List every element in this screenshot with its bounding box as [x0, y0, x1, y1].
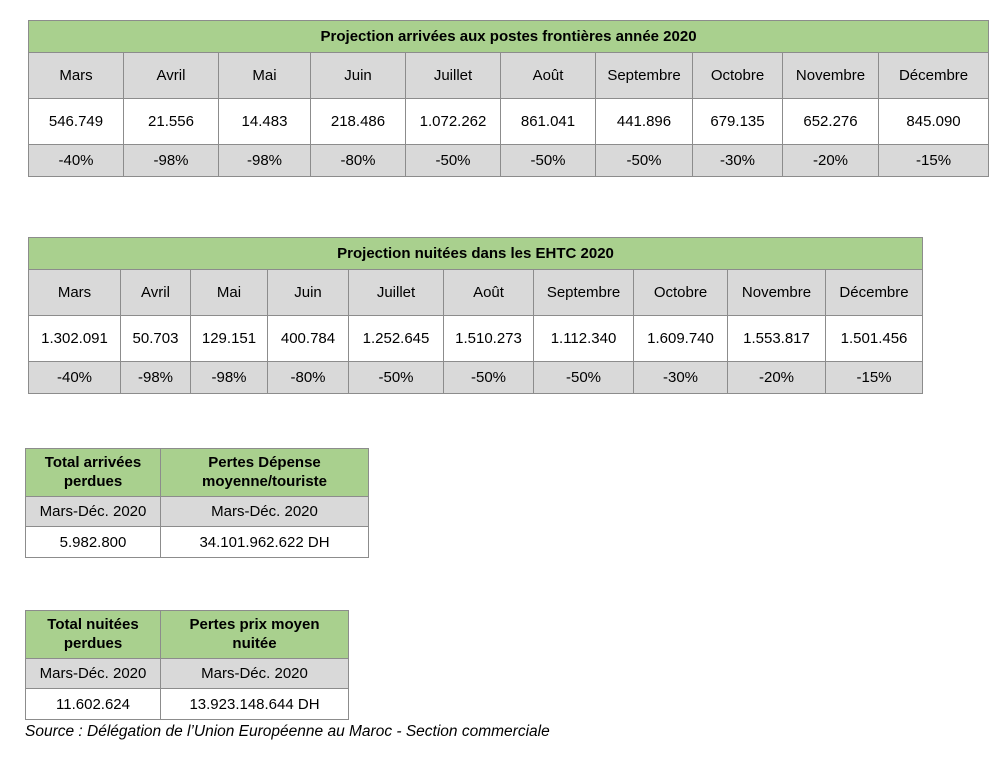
month-header-cell: Septembre — [533, 269, 634, 316]
percentage-cell: -30% — [692, 144, 783, 177]
summary-header-cell: Total arrivées perdues — [25, 448, 161, 497]
month-header-cell: Août — [443, 269, 534, 316]
period-cell: Mars-Déc. 2020 — [25, 658, 161, 689]
value-cell: 13.923.148.644 DH — [160, 688, 349, 720]
value-cell: 679.135 — [692, 98, 783, 145]
month-header-cell: Mars — [28, 52, 124, 99]
month-header-cell: Juillet — [405, 52, 501, 99]
summary-header-cell: Pertes prix moyen nuitée — [160, 610, 349, 659]
value-cell: 50.703 — [120, 315, 191, 362]
percentage-cell: -80% — [267, 361, 349, 394]
nights-table-title: Projection nuitées dans les EHTC 2020 — [27, 237, 924, 270]
period-cell: Mars-Déc. 2020 — [160, 496, 369, 527]
percentage-cell: -20% — [727, 361, 826, 394]
month-header-cell: Avril — [120, 269, 191, 316]
percentage-cell: -98% — [218, 144, 311, 177]
month-header-cell: Décembre — [824, 269, 924, 316]
percentage-cell: -50% — [443, 361, 534, 394]
value-cell: 441.896 — [595, 98, 693, 145]
value-cell: 1.112.340 — [533, 315, 634, 362]
value-cell: 5.982.800 — [25, 526, 161, 558]
month-header-cell: Octobre — [633, 269, 728, 316]
percentage-cell: -98% — [190, 361, 268, 394]
value-cell: 34.101.962.622 DH — [160, 526, 369, 558]
month-header-cell: Septembre — [595, 52, 693, 99]
month-header-cell: Novembre — [782, 52, 879, 99]
summary-header-cell: Total nuitées perdues — [25, 610, 161, 659]
percentage-cell: -15% — [877, 144, 990, 177]
value-cell: 218.486 — [310, 98, 406, 145]
value-cell: 845.090 — [877, 98, 990, 145]
percentage-cell: -50% — [405, 144, 501, 177]
month-header-cell: Novembre — [727, 269, 826, 316]
month-header-cell: Mars — [28, 269, 121, 316]
period-cell: Mars-Déc. 2020 — [25, 496, 161, 527]
value-cell: 11.602.624 — [25, 688, 161, 720]
percentage-cell: -50% — [348, 361, 444, 394]
month-header-cell: Juin — [310, 52, 406, 99]
month-header-cell: Mai — [218, 52, 311, 99]
percentage-cell: -40% — [28, 361, 121, 394]
value-cell: 129.151 — [190, 315, 268, 362]
percentage-cell: -15% — [824, 361, 924, 394]
value-cell: 861.041 — [500, 98, 596, 145]
value-cell: 400.784 — [267, 315, 349, 362]
value-cell: 1.510.273 — [443, 315, 534, 362]
month-header-cell: Décembre — [877, 52, 990, 99]
value-cell: 1.609.740 — [633, 315, 728, 362]
arrivals-table-title: Projection arrivées aux postes frontière… — [27, 20, 990, 53]
percentage-cell: -50% — [533, 361, 634, 394]
value-cell: 546.749 — [28, 98, 124, 145]
value-cell: 652.276 — [782, 98, 879, 145]
value-cell: 21.556 — [123, 98, 219, 145]
source-caption: Source : Délégation de l’Union Européenn… — [25, 723, 550, 740]
value-cell: 1.302.091 — [28, 315, 121, 362]
value-cell: 14.483 — [218, 98, 311, 145]
percentage-cell: -98% — [123, 144, 219, 177]
month-header-cell: Juillet — [348, 269, 444, 316]
lost-arrivals-table: Total arrivées perdues Pertes Dépense mo… — [25, 448, 369, 558]
month-header-cell: Mai — [190, 269, 268, 316]
percentage-cell: -20% — [782, 144, 879, 177]
percentage-cell: -30% — [633, 361, 728, 394]
period-cell: Mars-Déc. 2020 — [160, 658, 349, 689]
percentage-cell: -50% — [500, 144, 596, 177]
month-header-cell: Juin — [267, 269, 349, 316]
month-header-cell: Août — [500, 52, 596, 99]
month-header-cell: Octobre — [692, 52, 783, 99]
arrivals-projection-table: Projection arrivées aux postes frontière… — [27, 20, 990, 177]
percentage-cell: -50% — [595, 144, 693, 177]
summary-header-cell: Pertes Dépense moyenne/touriste — [160, 448, 369, 497]
value-cell: 1.553.817 — [727, 315, 826, 362]
percentage-cell: -40% — [28, 144, 124, 177]
nights-projection-table: Projection nuitées dans les EHTC 2020 Ma… — [27, 237, 924, 394]
lost-nights-table: Total nuitées perdues Pertes prix moyen … — [25, 610, 349, 720]
value-cell: 1.252.645 — [348, 315, 444, 362]
value-cell: 1.501.456 — [824, 315, 924, 362]
percentage-cell: -98% — [120, 361, 191, 394]
month-header-cell: Avril — [123, 52, 219, 99]
percentage-cell: -80% — [310, 144, 406, 177]
value-cell: 1.072.262 — [405, 98, 501, 145]
